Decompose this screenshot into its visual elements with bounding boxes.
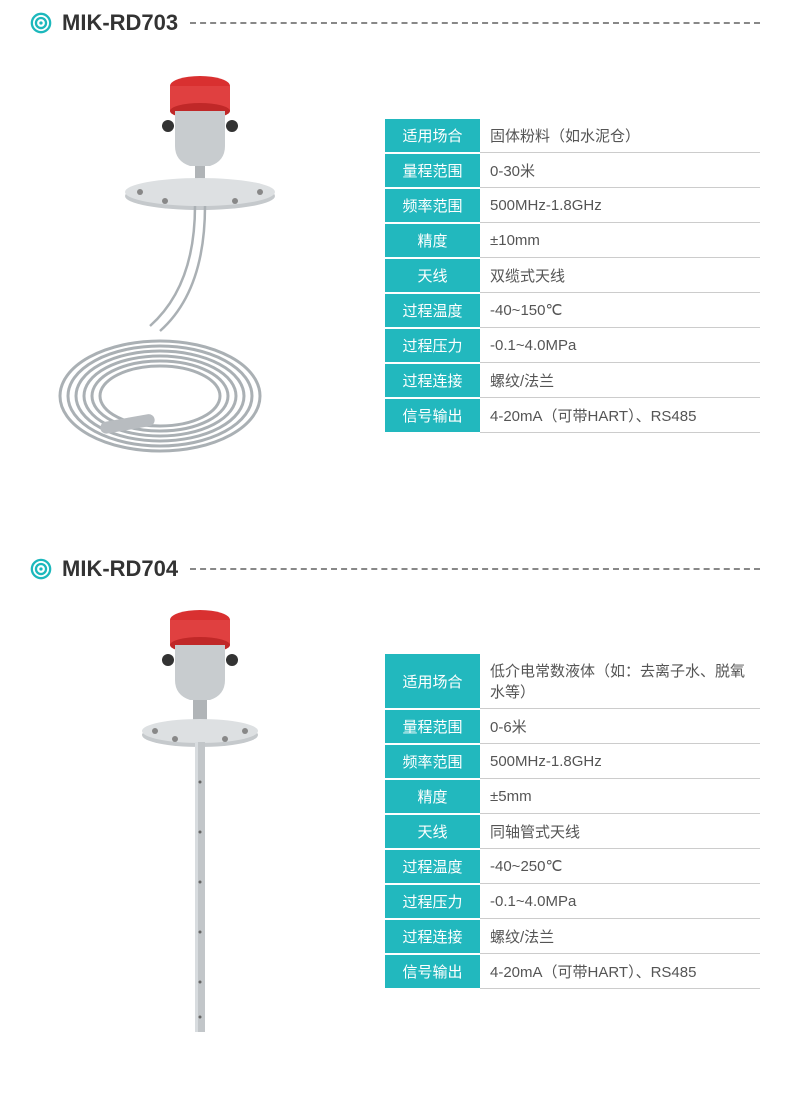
- spec-row: 过程压力-0.1~4.0MPa: [385, 328, 760, 363]
- spec-label: 频率范围: [385, 188, 480, 223]
- product-image-rd704: [100, 602, 300, 1042]
- spec-value: 500MHz-1.8GHz: [480, 188, 760, 223]
- header-row: MIK-RD703: [30, 10, 760, 36]
- dashed-divider: [190, 568, 760, 570]
- product-title: MIK-RD704: [62, 556, 178, 582]
- spec-label: 天线: [385, 258, 480, 293]
- spec-label: 过程温度: [385, 293, 480, 328]
- spec-row: 精度±5mm: [385, 779, 760, 814]
- spec-value: 4-20mA（可带HART）、RS485: [480, 398, 760, 433]
- content-row: 适用场合低介电常数液体（如：去离子水、脱氧水等） 量程范围0-6米 频率范围50…: [30, 602, 760, 1042]
- spec-value: 同轴管式天线: [480, 814, 760, 849]
- spec-label: 过程压力: [385, 328, 480, 363]
- target-icon: [30, 558, 52, 580]
- spec-value: 螺纹/法兰: [480, 363, 760, 398]
- spec-label: 过程连接: [385, 363, 480, 398]
- product-image-area: [30, 602, 370, 1042]
- spec-row: 适用场合低介电常数液体（如：去离子水、脱氧水等）: [385, 654, 760, 709]
- spec-row: 信号输出4-20mA（可带HART）、RS485: [385, 398, 760, 433]
- spec-value: 低介电常数液体（如：去离子水、脱氧水等）: [480, 654, 760, 709]
- product-image-rd703: [50, 66, 350, 486]
- spec-value: 4-20mA（可带HART）、RS485: [480, 954, 760, 989]
- spec-row: 过程连接螺纹/法兰: [385, 363, 760, 398]
- spec-row: 过程温度-40~150℃: [385, 293, 760, 328]
- spec-value: -0.1~4.0MPa: [480, 328, 760, 363]
- spec-row: 天线同轴管式天线: [385, 814, 760, 849]
- spec-label: 频率范围: [385, 744, 480, 779]
- spec-label: 适用场合: [385, 654, 480, 709]
- spec-row: 适用场合固体粉料（如水泥仓）: [385, 119, 760, 153]
- spec-label: 过程连接: [385, 919, 480, 954]
- product-section-rd704: MIK-RD704: [30, 556, 760, 1042]
- spec-row: 量程范围0-30米: [385, 153, 760, 188]
- spec-value: -0.1~4.0MPa: [480, 884, 760, 919]
- target-icon: [30, 12, 52, 34]
- spec-value: ±10mm: [480, 223, 760, 258]
- spec-table-rd704: 适用场合低介电常数液体（如：去离子水、脱氧水等） 量程范围0-6米 频率范围50…: [385, 654, 760, 990]
- spec-value: 0-30米: [480, 153, 760, 188]
- spec-label: 信号输出: [385, 398, 480, 433]
- spec-label: 过程压力: [385, 884, 480, 919]
- spec-value: 固体粉料（如水泥仓）: [480, 119, 760, 153]
- spec-value: ±5mm: [480, 779, 760, 814]
- spec-row: 信号输出4-20mA（可带HART）、RS485: [385, 954, 760, 989]
- spec-value: 螺纹/法兰: [480, 919, 760, 954]
- spec-value: -40~150℃: [480, 293, 760, 328]
- spec-label: 精度: [385, 223, 480, 258]
- spec-row: 频率范围500MHz-1.8GHz: [385, 744, 760, 779]
- spec-row: 过程压力-0.1~4.0MPa: [385, 884, 760, 919]
- spec-row: 量程范围0-6米: [385, 709, 760, 744]
- spec-label: 量程范围: [385, 153, 480, 188]
- spec-label: 过程温度: [385, 849, 480, 884]
- product-section-rd703: MIK-RD703: [30, 10, 760, 496]
- spec-value: -40~250℃: [480, 849, 760, 884]
- spec-label: 天线: [385, 814, 480, 849]
- spec-table-rd703: 适用场合固体粉料（如水泥仓） 量程范围0-30米 频率范围500MHz-1.8G…: [385, 119, 760, 434]
- spec-row: 天线双缆式天线: [385, 258, 760, 293]
- spec-row: 精度±10mm: [385, 223, 760, 258]
- spec-label: 量程范围: [385, 709, 480, 744]
- header-row: MIK-RD704: [30, 556, 760, 582]
- product-image-area: [30, 56, 370, 496]
- spec-row: 频率范围500MHz-1.8GHz: [385, 188, 760, 223]
- spec-row: 过程连接螺纹/法兰: [385, 919, 760, 954]
- spec-value: 0-6米: [480, 709, 760, 744]
- spec-row: 过程温度-40~250℃: [385, 849, 760, 884]
- spec-label: 信号输出: [385, 954, 480, 989]
- content-row: 适用场合固体粉料（如水泥仓） 量程范围0-30米 频率范围500MHz-1.8G…: [30, 56, 760, 496]
- spec-value: 500MHz-1.8GHz: [480, 744, 760, 779]
- dashed-divider: [190, 22, 760, 24]
- product-title: MIK-RD703: [62, 10, 178, 36]
- spec-value: 双缆式天线: [480, 258, 760, 293]
- spec-label: 精度: [385, 779, 480, 814]
- spec-label: 适用场合: [385, 119, 480, 153]
